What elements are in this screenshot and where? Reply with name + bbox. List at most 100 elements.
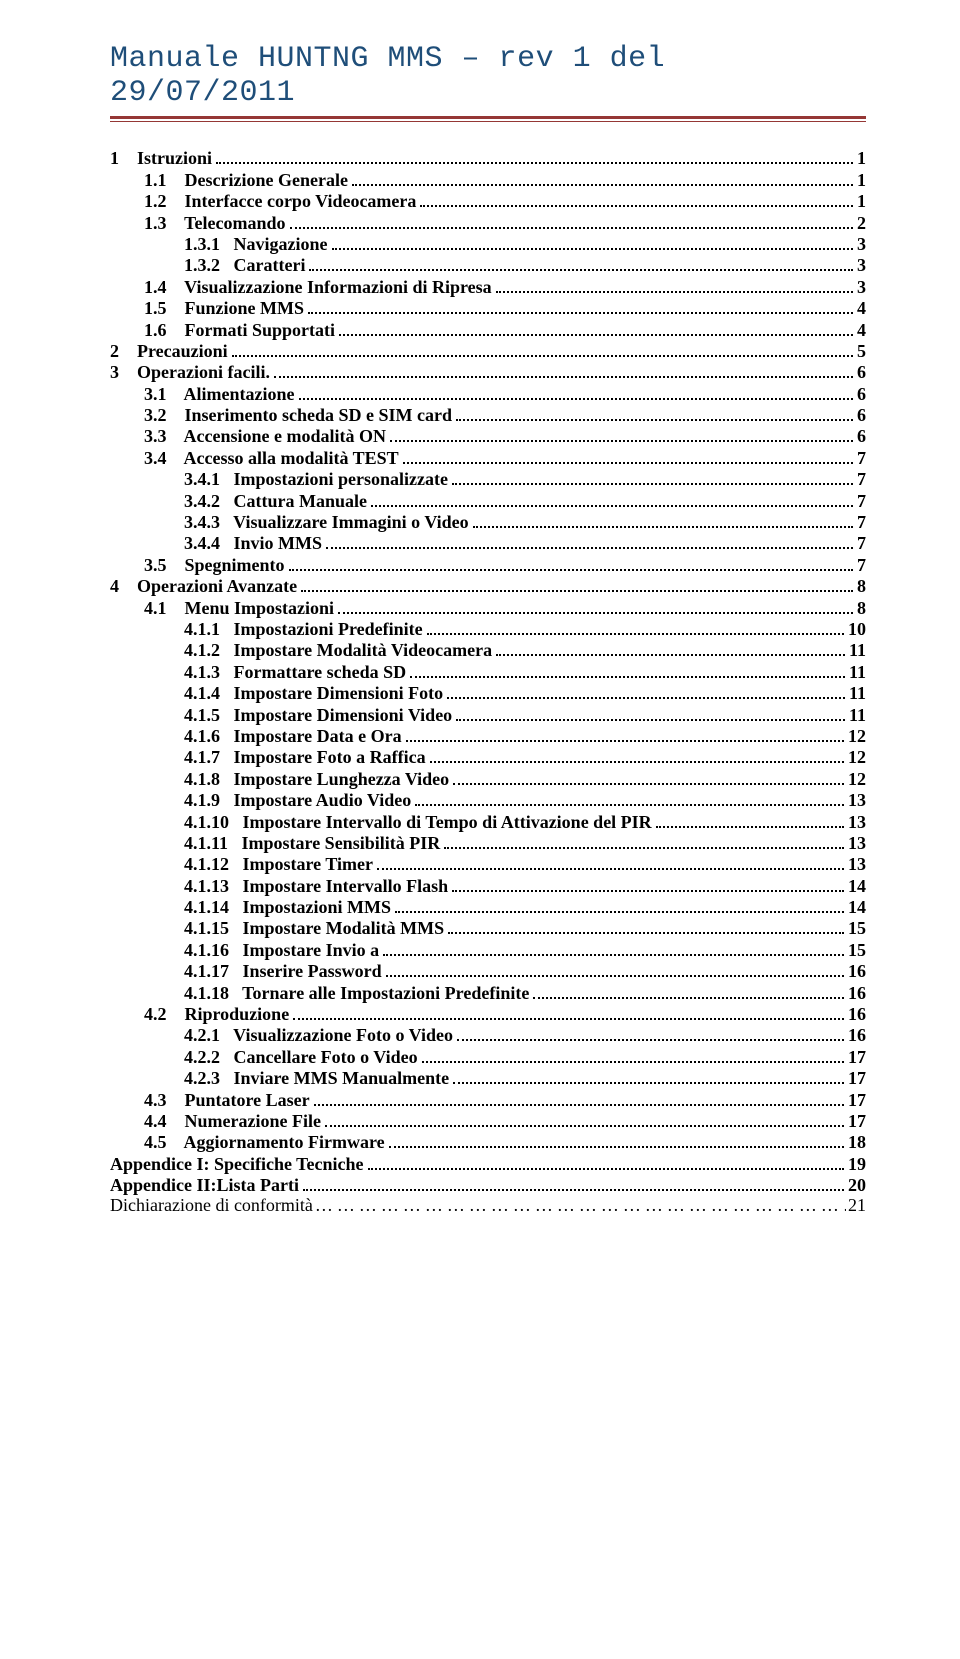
- toc-leader-dots: [299, 383, 854, 399]
- toc-entry: 4.2.3 Inviare MMS Manualmente17: [184, 1068, 866, 1088]
- toc-entry: 4.1.13 Impostare Intervallo Flash14: [184, 875, 866, 895]
- toc-entry-page: 16: [848, 984, 866, 1002]
- toc-entry: 4.4 Numerazione File17: [144, 1111, 866, 1131]
- toc-entry-number: 3.4.4: [184, 534, 220, 552]
- document-header: Manuale HUNTNG MMS – rev 1 del 29/07/201…: [110, 42, 866, 110]
- toc-entry-label: Impostare Sensibilità PIR: [228, 834, 440, 852]
- toc-leader-dots: [457, 1025, 844, 1041]
- header-rule: [110, 116, 866, 122]
- toc-entry-number: 3.4.2: [184, 492, 220, 510]
- toc-leader-dots: [447, 683, 845, 699]
- toc-leader-dots: [453, 768, 844, 784]
- toc-leader-dots: [301, 576, 853, 592]
- toc-entry-page: 11: [849, 706, 866, 724]
- toc-entry-page: 2: [857, 214, 866, 232]
- toc-entry: 4.1.9 Impostare Audio Video13: [184, 790, 866, 810]
- toc-entry: 3.3 Accensione e modalità ON6: [144, 426, 866, 446]
- toc-entry-label: Formati Supportati: [167, 321, 336, 339]
- toc-entry: 4.1.6 Impostare Data e Ora12: [184, 726, 866, 746]
- toc-leader-dots: [420, 191, 853, 207]
- toc-leader-dots: [496, 276, 853, 292]
- toc-entry-number: 3.4.1: [184, 470, 220, 488]
- toc-leader-dots: [289, 554, 853, 570]
- toc-entry-label: Inviare MMS Manualmente: [220, 1069, 449, 1087]
- toc-entry-label: Appendice I: Specifiche Tecniche: [110, 1155, 364, 1173]
- toc-leader-dots: [395, 897, 844, 913]
- toc-entry-label: Spegnimento: [167, 556, 285, 574]
- toc-entry-number: 4.1.14: [184, 898, 229, 916]
- toc-entry-number: 4.1.8: [184, 770, 220, 788]
- toc-entry-number: 1: [110, 149, 119, 167]
- toc-entry-page: 1: [857, 171, 866, 189]
- toc-entry-label: Tornare alle Impostazioni Predefinite: [229, 984, 529, 1002]
- toc-leader-dots: [332, 234, 854, 250]
- toc-entry-number: 1.3.1: [184, 235, 220, 253]
- toc-leader-dots: [377, 854, 844, 870]
- toc-entry-number: 4.1.4: [184, 684, 220, 702]
- toc-leader-dots: [389, 1132, 844, 1148]
- toc-entry-number: 4.1.13: [184, 877, 229, 895]
- toc-leader-dots: [290, 212, 853, 228]
- toc-entry-page: 7: [857, 449, 866, 467]
- toc-entry-number: 3.4.3: [184, 513, 220, 531]
- toc-entry-label: Impostare Timer: [229, 855, 373, 873]
- toc-entry-label: Precauzioni: [119, 342, 228, 360]
- toc-entry-label: Impostare Intervallo Flash: [229, 877, 448, 895]
- toc-entry-page: 7: [857, 556, 866, 574]
- toc-entry-label: Navigazione: [220, 235, 328, 253]
- toc-entry-label: Alimentazione: [167, 385, 295, 403]
- toc-entry-page: 6: [857, 406, 866, 424]
- toc-entry-number: 3.1: [144, 385, 167, 403]
- toc-leader-dots: [448, 918, 844, 934]
- toc-entry-page: 7: [857, 534, 866, 552]
- toc-entry-label: Istruzioni: [119, 149, 212, 167]
- toc-leader-dots: [427, 619, 844, 635]
- toc-entry-number: 4.1: [144, 599, 167, 617]
- toc-declaration: Dichiarazione di conformità……………………………………: [110, 1196, 866, 1214]
- toc-leader-dots: [293, 1004, 844, 1020]
- toc-entry: 4.1.18 Tornare alle Impostazioni Predefi…: [184, 982, 866, 1002]
- toc-entry-number: 4.2.1: [184, 1026, 220, 1044]
- toc-entry-number: 4.1.7: [184, 748, 220, 766]
- toc-appendix: Appendice II:Lista Parti20: [110, 1175, 866, 1195]
- toc-entry: 4.1.11 Impostare Sensibilità PIR13: [184, 833, 866, 853]
- toc-leader-dots: [422, 1046, 844, 1062]
- toc-entry-number: 2: [110, 342, 119, 360]
- toc-entry-number: 4.3: [144, 1091, 167, 1109]
- toc-entry-label: Impostare Audio Video: [220, 791, 411, 809]
- toc-entry: 4.1.10 Impostare Intervallo di Tempo di …: [184, 811, 866, 831]
- toc-entry: 4.1.7 Impostare Foto a Raffica12: [184, 747, 866, 767]
- toc-entry: 4.1.12 Impostare Timer13: [184, 854, 866, 874]
- toc-entry-label: Appendice II:Lista Parti: [110, 1176, 299, 1194]
- toc-leader-dots: [444, 833, 844, 849]
- toc-entry: 3.4.1 Impostazioni personalizzate7: [184, 469, 866, 489]
- toc-entry-number: 4.1.2: [184, 641, 220, 659]
- toc-entry-number: 4.1.12: [184, 855, 229, 873]
- toc-entry: 1 Istruzioni1: [110, 148, 866, 168]
- toc-leader-dots: [533, 982, 844, 998]
- toc-leader-dots: [216, 148, 853, 164]
- toc-entry: 4.2.1 Visualizzazione Foto o Video16: [184, 1025, 866, 1045]
- toc-entry-page: 13: [848, 834, 866, 852]
- toc-entry-page: 6: [857, 363, 866, 381]
- toc-entry-number: 4.1.3: [184, 663, 220, 681]
- toc-entry-label: Riproduzione: [167, 1005, 290, 1023]
- toc-entry-page: 3: [857, 235, 866, 253]
- toc-entry-label: Menu Impostazioni: [167, 599, 335, 617]
- toc-leader-dots: [406, 726, 844, 742]
- toc-entry-label: Visualizzazione Foto o Video: [220, 1026, 453, 1044]
- toc-leader-dots: [453, 1068, 844, 1084]
- toc-entry-page: 17: [848, 1112, 866, 1130]
- toc-entry: 4.2 Riproduzione16: [144, 1004, 866, 1024]
- toc-entry-page: 15: [848, 941, 866, 959]
- toc-entry-page: 4: [857, 299, 866, 317]
- toc-leader-dots: [274, 362, 853, 378]
- toc-entry: 4.1.4 Impostare Dimensioni Foto11: [184, 683, 866, 703]
- toc-entry-page: 11: [849, 663, 866, 681]
- toc-entry-page: 5: [857, 342, 866, 360]
- toc-entry-label: Visualizzare Immagini o Video: [220, 513, 469, 531]
- toc-entry-number: 1.4: [144, 278, 167, 296]
- toc-entry-page: 7: [857, 470, 866, 488]
- toc-leader-dots: [410, 661, 845, 677]
- table-of-contents: 1 Istruzioni11.1 Descrizione Generale11.…: [110, 148, 866, 1214]
